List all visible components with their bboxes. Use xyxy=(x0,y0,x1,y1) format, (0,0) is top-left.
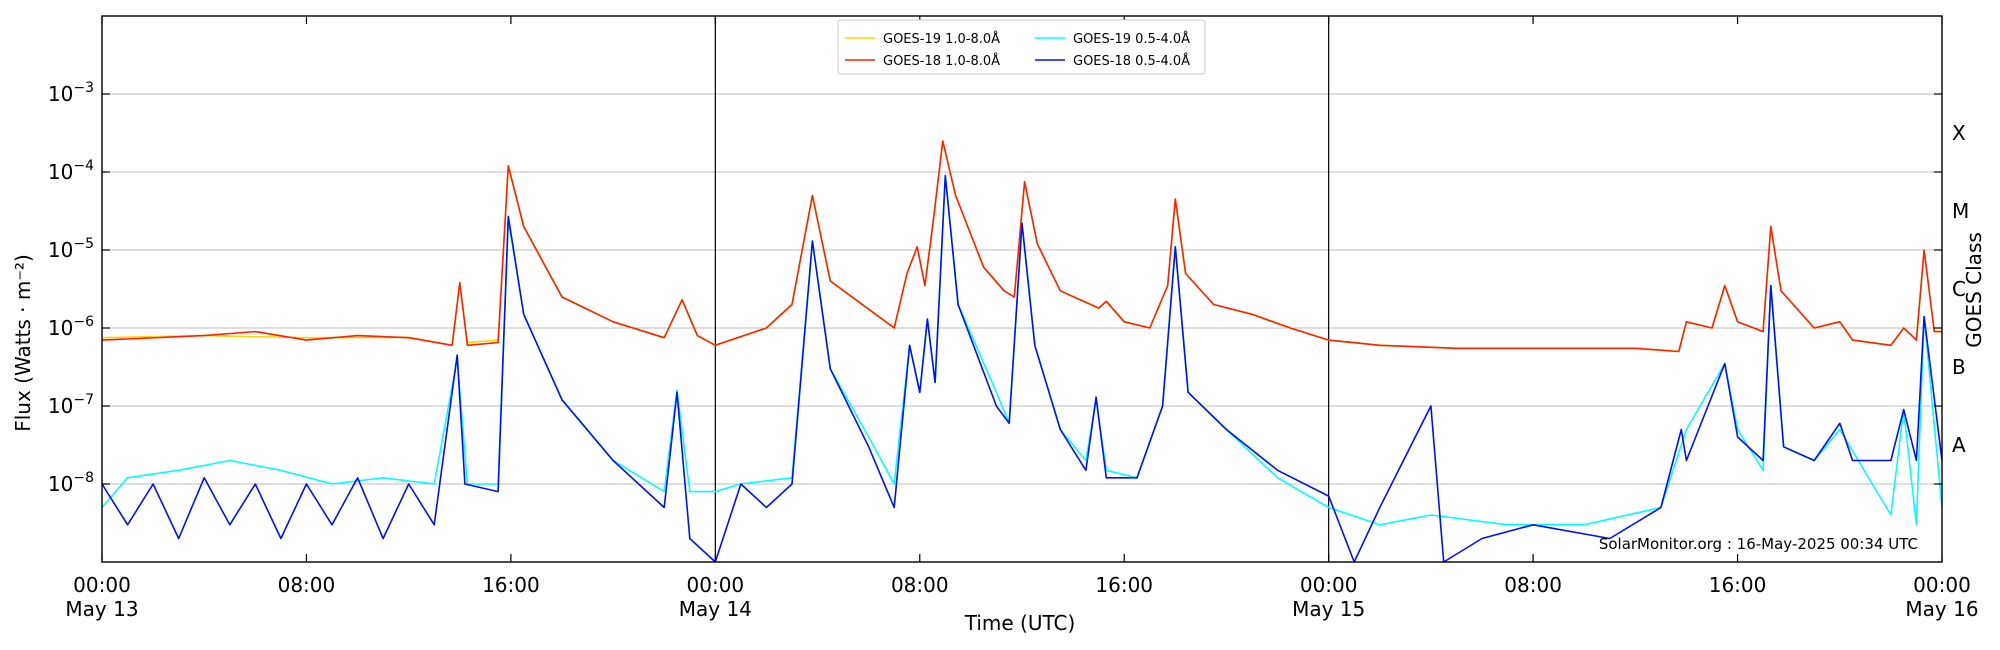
series-line-3 xyxy=(101,174,1943,563)
goes-class-labels: A B C M X xyxy=(1952,121,1969,457)
source-annotation: SolarMonitor.org : 16-May-2025 00:34 UTC xyxy=(1599,535,1918,553)
goes-class-label: C xyxy=(1952,277,1966,301)
y-axis-label: Flux (Watts · m⁻²) xyxy=(11,254,35,432)
y-axis-right-label: GOES Class xyxy=(1962,232,1986,348)
series-lines xyxy=(101,140,1943,563)
goes-class-label: A xyxy=(1952,433,1966,457)
day-dividers xyxy=(714,16,1330,562)
x-tick-label: 08:00 xyxy=(891,573,949,597)
legend-label: GOES-19 1.0-8.0Å xyxy=(883,31,1000,47)
legend: GOES-19 1.0-8.0Å GOES-19 0.5-4.0Å GOES-18 … xyxy=(837,19,1206,75)
x-tick-label: 00:00 xyxy=(1300,573,1358,597)
goes-class-label: M xyxy=(1952,199,1969,223)
plot-frame xyxy=(101,15,1943,563)
x-tick-date-label: May 15 xyxy=(1292,597,1365,621)
x-tick-date-label: May 16 xyxy=(1905,597,1978,621)
x-tick-date-label: May 14 xyxy=(679,597,752,621)
goes-class-label: B xyxy=(1952,355,1966,379)
y-tick-label: 10−4 xyxy=(48,158,94,184)
y-axis-ticks: 10−8 10−7 10−6 10−5 10−4 10−3 xyxy=(48,80,1942,496)
x-tick-label: 00:00 xyxy=(687,573,745,597)
x-tick-label: 08:00 xyxy=(278,573,336,597)
x-axis-label: Time (UTC) xyxy=(964,611,1076,635)
x-tick-label: 08:00 xyxy=(1504,573,1562,597)
x-tick-label: 00:00 xyxy=(1913,573,1971,597)
x-tick-label: 16:00 xyxy=(1709,573,1767,597)
series-line-1 xyxy=(101,140,1942,353)
y-tick-label: 10−6 xyxy=(48,314,94,340)
goes-class-label: X xyxy=(1952,121,1966,145)
x-tick-label: 16:00 xyxy=(1095,573,1153,597)
x-tick-label: 16:00 xyxy=(482,573,540,597)
y-tick-label: 10−5 xyxy=(48,236,94,262)
y-tick-label: 10−3 xyxy=(48,80,94,106)
x-tick-date-label: May 13 xyxy=(65,597,138,621)
x-tick-label: 00:00 xyxy=(73,573,131,597)
legend-label: GOES-18 0.5-4.0Å xyxy=(1073,53,1190,69)
y-tick-label: 10−8 xyxy=(48,470,94,496)
legend-box xyxy=(837,19,1206,75)
legend-label: GOES-18 1.0-8.0Å xyxy=(883,53,1000,69)
legend-label: GOES-19 0.5-4.0Å xyxy=(1073,31,1190,47)
y-tick-label: 10−7 xyxy=(48,392,94,418)
